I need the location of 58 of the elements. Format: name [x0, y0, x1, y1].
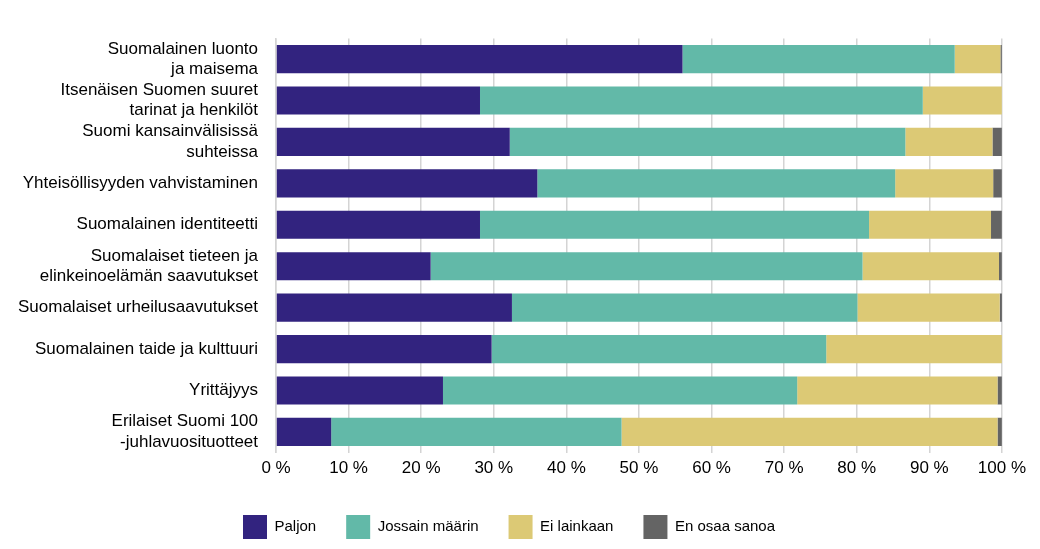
legend-label: En osaa sanoa	[674, 517, 776, 535]
bar	[991, 210, 1002, 239]
legend-label: Ei lainkaan	[540, 517, 614, 535]
bar	[511, 293, 858, 322]
bar	[895, 169, 994, 198]
bar	[276, 210, 480, 239]
y-tick-label: Suomalaiset urheilusaavutukset	[17, 297, 259, 317]
bar	[276, 376, 443, 405]
x-tick-label: 60 %	[692, 458, 731, 478]
x-tick-label: 30 %	[474, 458, 514, 478]
y-tick-label: Suomalainen luonto ja maisema	[107, 38, 259, 78]
x-tick-label: 10 %	[329, 458, 368, 478]
bar	[922, 86, 1002, 115]
bar	[276, 169, 538, 198]
y-tick-label: Erilaiset Suomi 100 -juhlavuosituotteet	[111, 411, 259, 451]
bar	[537, 169, 896, 198]
bar	[857, 293, 1000, 322]
bar	[276, 86, 480, 115]
x-tick-label: 0 %	[261, 458, 291, 478]
bar	[797, 376, 998, 405]
y-tick-label: Suomalainen taide ja kulttuuri	[34, 338, 259, 358]
bar	[430, 252, 863, 281]
bar	[621, 417, 998, 446]
x-tick-label: 40 %	[547, 458, 586, 478]
bar	[869, 210, 992, 239]
bar	[276, 334, 492, 364]
y-tick-label: Yhteisöllisyyden vahvistaminen	[22, 173, 259, 193]
x-tick-label: 50 %	[619, 458, 659, 478]
x-tick-label: 20 %	[401, 458, 441, 478]
bar	[993, 169, 1002, 198]
y-tick-label: Itsenäisen Suomen suuret tarinat ja henkilöt	[60, 80, 259, 120]
bar	[480, 86, 923, 115]
bar	[905, 127, 993, 157]
legend-label: Jossain määrin	[377, 517, 479, 535]
legend-label: Paljon	[274, 517, 317, 535]
bar	[276, 417, 332, 446]
x-tick-label: 80 %	[837, 458, 877, 478]
bar	[276, 127, 510, 157]
x-tick-label: 70 %	[764, 458, 804, 478]
bar	[276, 293, 512, 322]
bar	[491, 334, 827, 364]
x-tick-label: 100 %	[977, 458, 1026, 478]
bar	[331, 417, 622, 446]
bar	[862, 252, 999, 281]
bar	[442, 376, 798, 405]
bar	[682, 45, 955, 74]
x-tick-label: 90 %	[909, 458, 949, 478]
bar	[509, 127, 906, 157]
y-tick-label: Suomalainen identiteetti	[76, 214, 259, 234]
bar	[480, 210, 870, 239]
y-tick-label: Suomi kansainvälisissä suhteissa	[82, 121, 259, 161]
bar	[276, 45, 683, 74]
bar	[954, 45, 1001, 74]
y-tick-label: Yrittäjyys	[189, 380, 259, 400]
bar	[826, 334, 1002, 364]
bar	[992, 127, 1002, 157]
bar	[276, 252, 431, 281]
y-tick-label: Suomalaiset tieteen ja elinkeinoelämän saavutukset	[39, 245, 259, 286]
